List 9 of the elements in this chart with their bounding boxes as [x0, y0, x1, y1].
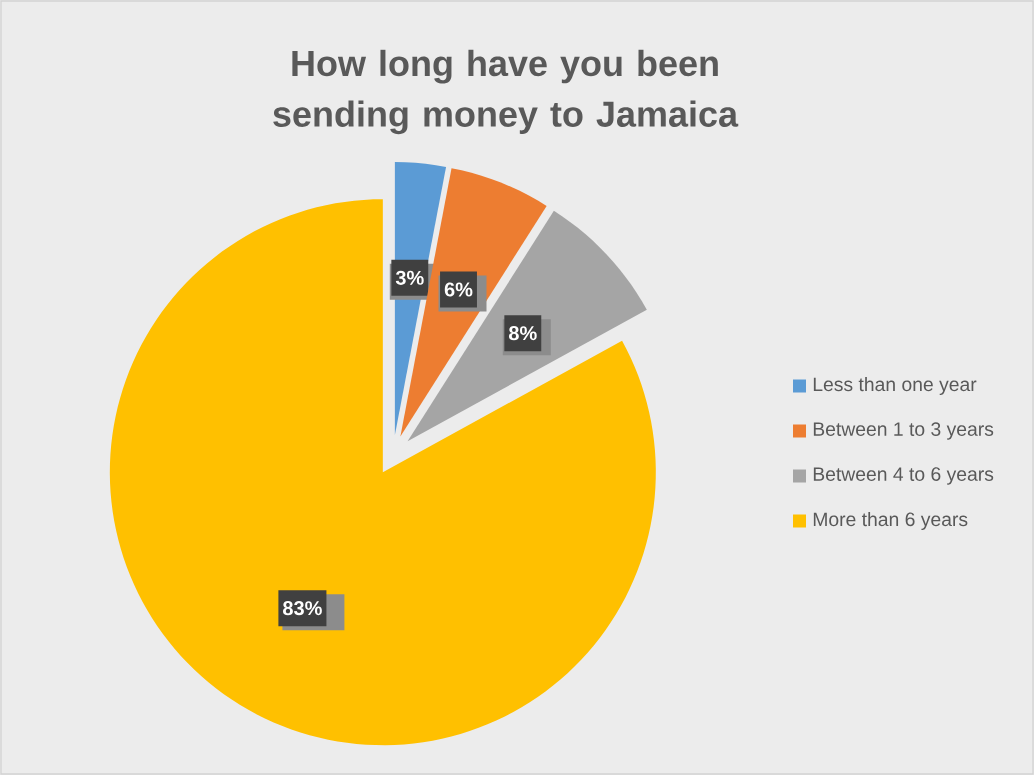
- legend-label: More than 6 years: [813, 511, 968, 531]
- legend-label: Between 4 to 6 years: [813, 467, 994, 485]
- chart-title: How long have you been sending money to Jamaica: [273, 49, 739, 135]
- data-label: 8%: [508, 326, 537, 341]
- legend-label: Between 1 to 3 years: [813, 422, 994, 440]
- legend-label: Less than one year: [813, 376, 977, 396]
- data-label: 3%: [395, 270, 424, 285]
- data-label: 6%: [444, 282, 473, 297]
- data-label: 83%: [283, 601, 322, 616]
